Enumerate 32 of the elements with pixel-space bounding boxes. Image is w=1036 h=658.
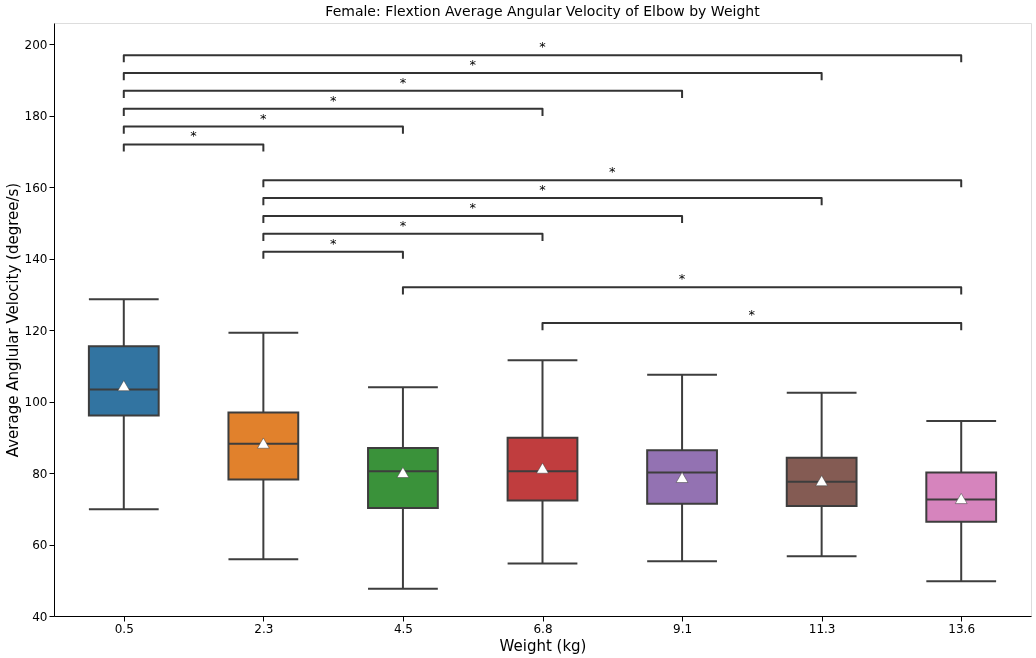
x-tick-label: 0.5 — [114, 621, 134, 636]
y-tick-label: 60 — [32, 538, 48, 553]
x-tick-label: 4.5 — [393, 621, 413, 636]
annotation: * — [469, 199, 477, 215]
annotation: * — [469, 57, 477, 73]
annotation: * — [329, 235, 337, 251]
annotation: * — [539, 182, 547, 198]
x-tick-label: 13.6 — [948, 621, 976, 636]
x-tick-label: 9.1 — [673, 621, 693, 636]
y-tick-label: 160 — [24, 180, 48, 195]
annotation: * — [260, 110, 268, 126]
y-tick-label: 40 — [32, 609, 48, 624]
y-axis-title: Average Anglular Velocity (degree/s) — [3, 182, 22, 458]
y-tick-label: 140 — [24, 252, 48, 267]
y-tick-label: 100 — [24, 395, 48, 410]
annotation: * — [748, 307, 756, 323]
x-tick-label: 2.3 — [254, 621, 274, 636]
annotation: * — [539, 39, 547, 55]
chart-title: Female: Flextion Average Angular Velocity of Elbow by Weight — [325, 3, 761, 19]
annotation: * — [329, 92, 337, 108]
y-tick-label: 200 — [24, 37, 48, 52]
y-tick-label: 120 — [24, 323, 48, 338]
x-tick-label: 6.8 — [533, 621, 553, 636]
x-axis-title: Weight (kg) — [499, 636, 587, 655]
annotation: * — [399, 74, 407, 90]
y-tick-label: 80 — [32, 466, 48, 481]
x-tick-label: 11.3 — [808, 621, 836, 636]
annotation: * — [190, 128, 198, 144]
annotation: * — [399, 217, 407, 233]
annotation: * — [678, 271, 686, 287]
annotation: * — [609, 164, 617, 180]
y-tick-label: 180 — [24, 109, 48, 124]
